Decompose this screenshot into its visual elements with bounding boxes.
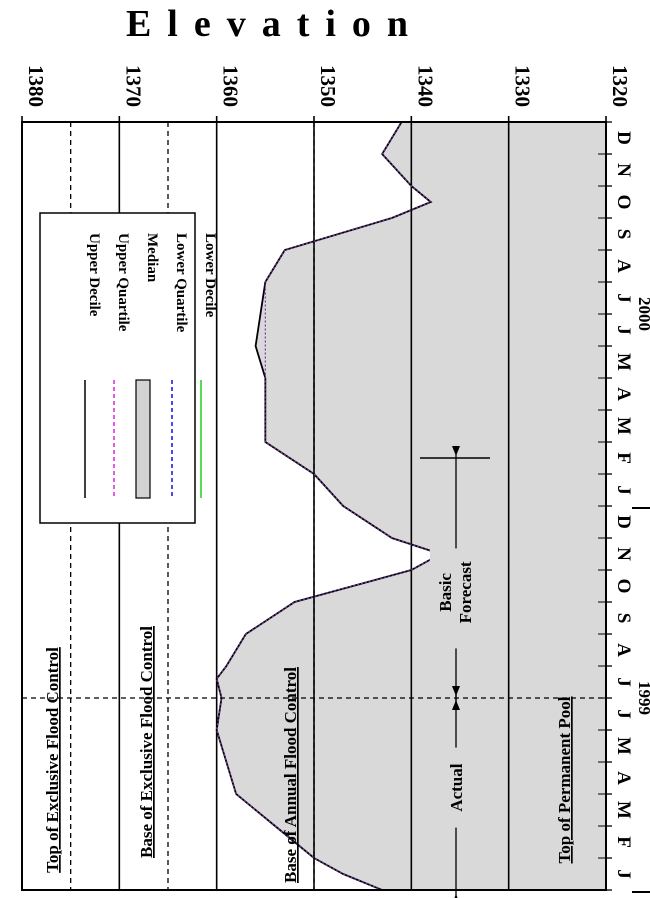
forecast-arrowhead xyxy=(452,700,460,710)
month-label: M xyxy=(613,353,634,371)
legend-box xyxy=(39,212,196,524)
elevation-tick-label: 1320 xyxy=(608,65,632,107)
elevation-tick-label: 1340 xyxy=(413,65,437,107)
month-label: O xyxy=(613,195,634,210)
month-label: J xyxy=(613,869,634,879)
legend-label: Upper Decile xyxy=(86,233,102,317)
month-label: A xyxy=(613,259,634,273)
actual-label: Actual xyxy=(447,763,466,811)
month-label: D xyxy=(613,131,634,145)
month-label: N xyxy=(613,547,634,561)
reference-line-label: Top of Permanent Pool xyxy=(555,696,574,863)
elevation-tick-label: 1330 xyxy=(511,65,535,107)
forecast-label: Forecast xyxy=(456,561,475,623)
forecast-label-bg xyxy=(430,548,482,649)
month-label: N xyxy=(613,163,634,177)
month-label: A xyxy=(613,771,634,785)
year-label: 1999 xyxy=(635,681,650,715)
month-label: J xyxy=(613,293,634,303)
elevation-tick-label: 1360 xyxy=(219,65,243,107)
actual-label-bg xyxy=(440,747,472,828)
legend-label: Lower Decile xyxy=(202,233,218,318)
month-label: O xyxy=(613,579,634,594)
elevation-tick-label: 1370 xyxy=(121,65,145,107)
month-label: A xyxy=(613,387,634,401)
median-line xyxy=(216,121,443,891)
year-label: 2000 xyxy=(635,297,650,331)
actual-arrowhead xyxy=(454,894,458,898)
forecast-arrowhead xyxy=(452,446,460,456)
reference-line-label: Base of Annual Flood Control xyxy=(281,667,300,883)
month-label: F xyxy=(613,836,634,848)
month-label: J xyxy=(613,709,634,719)
month-label: S xyxy=(613,613,634,624)
reference-line-label: Top of Exclusive Flood Control xyxy=(43,647,62,873)
reference-line-label: Base of Exclusive Flood Control xyxy=(137,626,156,858)
legend-swatch xyxy=(135,379,151,499)
month-label: M xyxy=(613,417,634,435)
month-label: J xyxy=(613,325,634,335)
month-label: F xyxy=(613,452,634,464)
chart-title: Elevation xyxy=(126,3,424,45)
month-label: M xyxy=(613,801,634,819)
legend-label: Median xyxy=(144,233,160,283)
legend-label: Lower Quartile xyxy=(173,233,189,333)
month-label: M xyxy=(613,737,634,755)
forecast-label: Basic xyxy=(436,573,455,612)
elevation-tick-label: 1350 xyxy=(316,65,340,107)
elevation-tick-label: 1380 xyxy=(24,65,48,107)
month-label: D xyxy=(613,515,634,529)
legend-label: Upper Quartile xyxy=(115,233,131,332)
month-label: J xyxy=(613,677,634,687)
month-label: S xyxy=(613,229,634,240)
month-label: J xyxy=(613,485,634,495)
month-label: A xyxy=(613,643,634,657)
